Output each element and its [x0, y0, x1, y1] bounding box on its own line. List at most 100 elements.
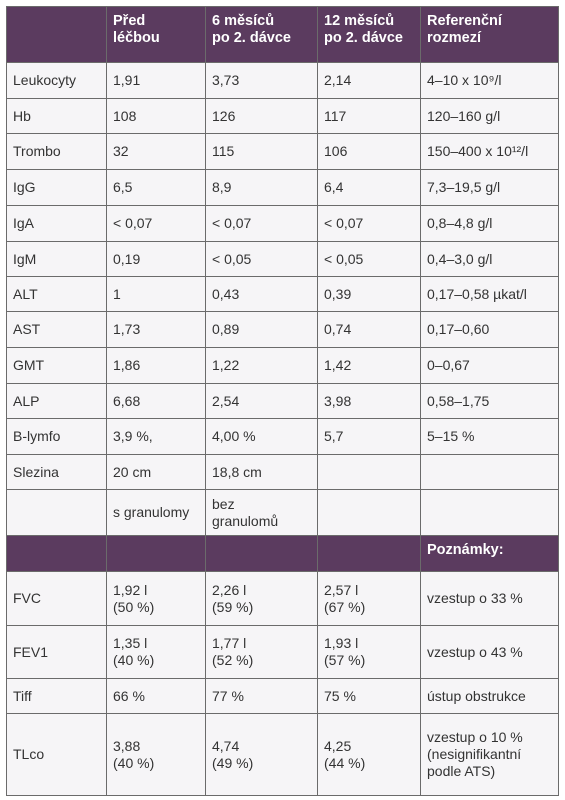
table-row: FEV1 1,35 l (40 %) 1,77 l (52 %) 1,93 l (57… — [6, 625, 559, 679]
table-row: B-lymfo 3,9 %, 4,00 % 5,7 5–15 % — [6, 418, 559, 455]
table-row: ALT 1 0,43 0,39 0,17–0,58 µkat/l — [6, 276, 559, 312]
table-cell: FEV1 — [6, 625, 107, 679]
table-cell: Leukocyty — [6, 62, 107, 99]
table-cell: 1,91 — [106, 62, 206, 99]
table-cell: 6,4 — [317, 169, 421, 206]
table-cell: 0,19 — [106, 241, 206, 277]
table-cell: 4,00 % — [205, 418, 318, 455]
table-cell: 4–10 x 10⁹/l — [420, 62, 559, 99]
table-cell: < 0,07 — [205, 205, 318, 242]
table-cell: 0,89 — [205, 311, 318, 348]
lab-table: Před léčbou 6 měsíců po 2. dávce 12 měsíců… — [6, 6, 559, 796]
table-cell: 3,88 (40 %) — [106, 713, 206, 796]
table-cell: 126 — [205, 98, 318, 134]
table-row: IgM 0,19 < 0,05 < 0,05 0,4–3,0 g/l — [6, 241, 559, 277]
table-cell: IgG — [6, 169, 107, 206]
table-cell: vzestup o 33 % — [420, 571, 559, 626]
table-cell: < 0,07 — [106, 205, 206, 242]
table-cell: 117 — [317, 98, 421, 134]
table-cell: 5,7 — [317, 418, 421, 455]
table-cell: 0,58–1,75 — [420, 383, 559, 419]
table-cell: 3,98 — [317, 383, 421, 419]
table-cell: s granulomy — [106, 489, 206, 536]
table-cell: 108 — [106, 98, 206, 134]
table-row: ALP 6,68 2,54 3,98 0,58–1,75 — [6, 383, 559, 419]
table-body: Před léčbou 6 měsíců po 2. dávce 12 měsíců… — [6, 6, 559, 796]
table-cell: < 0,05 — [205, 241, 318, 277]
table-cell — [317, 454, 421, 490]
table-cell: 1,77 l (52 %) — [205, 625, 318, 679]
table-cell: ALT — [6, 276, 107, 312]
table-cell: ALP — [6, 383, 107, 419]
header-cell: 6 měsíců po 2. dávce — [205, 6, 318, 63]
table-cell: 66 % — [106, 678, 206, 714]
table-cell: 0,74 — [317, 311, 421, 348]
table-row: IgA < 0,07 < 0,07 < 0,07 0,8–4,8 g/l — [6, 205, 559, 242]
table-cell: 18,8 cm — [205, 454, 318, 490]
table-row: Leukocyty 1,91 3,73 2,14 4–10 x 10⁹/l — [6, 62, 559, 99]
table-cell: 1,93 l (57 %) — [317, 625, 421, 679]
table-cell: 0,17–0,58 µkat/l — [420, 276, 559, 312]
table-cell: 0,39 — [317, 276, 421, 312]
table-cell: FVC — [6, 571, 107, 626]
table-cell: 1,73 — [106, 311, 206, 348]
table-cell: 2,57 l (67 %) — [317, 571, 421, 626]
table-cell: 6,5 — [106, 169, 206, 206]
table-cell: 7,3–19,5 g/l — [420, 169, 559, 206]
table-cell: AST — [6, 311, 107, 348]
table-row: AST 1,73 0,89 0,74 0,17–0,60 — [6, 311, 559, 348]
table-cell: IgA — [6, 205, 107, 242]
table-row: Trombo 32 115 106 150–400 x 10¹²/l — [6, 133, 559, 170]
table-cell: TLco — [6, 713, 107, 796]
table-cell — [317, 489, 421, 536]
table-row: Hb 108 126 117 120–160 g/l — [6, 98, 559, 134]
table-cell: 2,14 — [317, 62, 421, 99]
table-cell: 8,9 — [205, 169, 318, 206]
table-cell: 2,26 l (59 %) — [205, 571, 318, 626]
header-cell — [317, 535, 421, 572]
table-cell: 1,42 — [317, 347, 421, 384]
table-cell: 0,4–3,0 g/l — [420, 241, 559, 277]
header-row: Poznámky: — [6, 535, 559, 572]
table-row: IgG 6,5 8,9 6,4 7,3–19,5 g/l — [6, 169, 559, 206]
table-cell: 1,22 — [205, 347, 318, 384]
table-cell: 1,86 — [106, 347, 206, 384]
header-cell — [106, 535, 206, 572]
table-cell: 0,8–4,8 g/l — [420, 205, 559, 242]
table-cell: vzestup o 10 % (nesignifikantní podle AT… — [420, 713, 559, 796]
table-cell: 106 — [317, 133, 421, 170]
table-cell: 120–160 g/l — [420, 98, 559, 134]
table-cell: 4,25 (44 %) — [317, 713, 421, 796]
table-cell: 0,43 — [205, 276, 318, 312]
header-cell: Poznámky: — [420, 535, 559, 572]
table-cell: < 0,07 — [317, 205, 421, 242]
table-cell: 1,92 l (50 %) — [106, 571, 206, 626]
table-cell: 0–0,67 — [420, 347, 559, 384]
header-cell: 12 měsíců po 2. dávce — [317, 6, 421, 63]
table-cell: 2,54 — [205, 383, 318, 419]
table-cell: 6,68 — [106, 383, 206, 419]
table-cell: Tiff — [6, 678, 107, 714]
table-row: Tiff 66 % 77 % 75 % ústup obstrukce — [6, 678, 559, 714]
table-cell — [420, 489, 559, 536]
header-cell — [6, 6, 107, 63]
header-cell: Před léčbou — [106, 6, 206, 63]
table-cell: 150–400 x 10¹²/l — [420, 133, 559, 170]
table-cell: 4,74 (49 %) — [205, 713, 318, 796]
table-cell: vzestup o 43 % — [420, 625, 559, 679]
table-cell: 115 — [205, 133, 318, 170]
table-cell: 5–15 % — [420, 418, 559, 455]
table-cell: 32 — [106, 133, 206, 170]
table-cell: Hb — [6, 98, 107, 134]
table-cell: Slezina — [6, 454, 107, 490]
table-row: GMT 1,86 1,22 1,42 0–0,67 — [6, 347, 559, 384]
table-row: Slezina 20 cm 18,8 cm — [6, 454, 559, 490]
table-cell — [420, 454, 559, 490]
header-cell — [6, 535, 107, 572]
table-row: s granulomy bez granulomů — [6, 489, 559, 536]
table-cell: IgM — [6, 241, 107, 277]
table-cell: 1,35 l (40 %) — [106, 625, 206, 679]
table-cell: GMT — [6, 347, 107, 384]
table-cell: bez granulomů — [205, 489, 318, 536]
